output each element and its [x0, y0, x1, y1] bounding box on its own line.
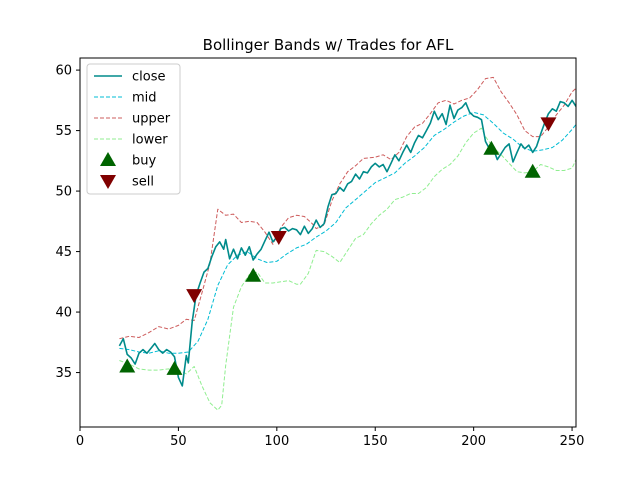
series-layer [118, 76, 576, 411]
series-line-upper [119, 76, 576, 340]
y-tick-label: 45 [55, 245, 72, 260]
x-tick-label: 100 [264, 434, 289, 449]
series-line-close [118, 99, 576, 387]
buy-marker [166, 360, 183, 375]
buy-marker [524, 163, 541, 178]
x-axis: 0 50 100 150 200 250 [76, 427, 585, 449]
y-tick-label: 60 [55, 64, 72, 79]
x-tick-label: 250 [560, 434, 585, 449]
legend-label-buy: buy [132, 154, 156, 169]
x-tick-label: 0 [76, 434, 84, 449]
buy-marker [483, 140, 500, 155]
legend-label-upper: upper [132, 112, 171, 127]
legend-label-close: close [132, 70, 165, 85]
plot-frame [79, 57, 577, 428]
y-tick-label: 35 [55, 366, 72, 381]
series-line-mid [119, 111, 576, 354]
marker-layer [119, 117, 557, 375]
legend-swatch-sell [100, 175, 116, 189]
chart-title: Bollinger Bands w/ Trades for AFL [203, 36, 454, 54]
sell-marker [270, 231, 287, 246]
x-tick-label: 150 [363, 434, 388, 449]
buy-marker [245, 267, 262, 282]
buy-marker [119, 358, 136, 373]
legend-label-mid: mid [132, 91, 157, 106]
legend: close mid upper lower buy sell [86, 63, 181, 195]
series-line-lower [119, 127, 576, 411]
x-tick-label: 50 [170, 434, 187, 449]
y-axis: 35 40 45 50 55 60 [55, 64, 80, 381]
y-tick-label: 50 [55, 185, 72, 200]
sell-marker [186, 289, 203, 304]
y-tick-label: 55 [55, 124, 72, 139]
legend-label-sell: sell [132, 175, 154, 190]
sell-marker [540, 117, 557, 132]
x-tick-label: 200 [461, 434, 486, 449]
y-tick-label: 40 [55, 306, 72, 321]
legend-label-lower: lower [132, 133, 168, 148]
legend-swatch-buy [100, 152, 116, 166]
